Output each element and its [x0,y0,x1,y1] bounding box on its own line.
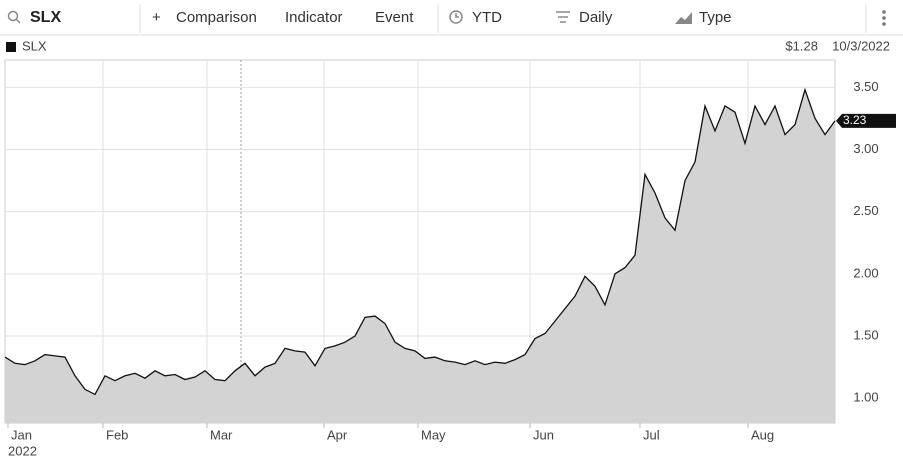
y-tick-label: 3.00 [853,141,878,156]
toolbar-button[interactable]: YTD [472,9,502,26]
toolbar-button[interactable]: Comparison [176,9,257,26]
last-price-label: 3.23 [843,113,867,127]
search-icon [7,10,19,22]
y-tick-label: 1.50 [853,327,878,342]
y-tick-label: 3.50 [853,79,878,94]
clock-icon [455,13,459,18]
x-tick-label: Mar [210,427,233,442]
x-axis-year: 2022 [8,443,37,458]
legend-swatch [6,42,16,52]
x-tick-label: Apr [327,427,348,442]
x-tick-label: Aug [751,427,774,442]
price-line [4,87,836,396]
toolbar [0,0,903,35]
x-tick-label: Feb [106,427,128,442]
date: 10/3/2022 [832,38,890,53]
toolbar-button[interactable]: Type [699,9,732,26]
price-change: $1.28 [785,38,818,53]
interval-icon [556,11,570,23]
y-tick-label: 1.00 [853,390,878,405]
menu-icon [882,16,886,20]
last-price-tag [836,113,896,128]
toolbar-button[interactable]: Indicator [285,9,343,26]
legend-label: SLX [22,38,47,53]
plot: 1.00 1.50 2.00 2.50 3.00 3.50 Jan Feb Mar Apr May J… [4,60,896,442]
search-symbol[interactable]: SLX [30,9,61,26]
search-icon [15,18,21,24]
plus-icon: + [152,9,161,26]
y-tick-label: 2.00 [853,265,878,280]
x-tick-label: May [421,427,446,442]
toolbar-button[interactable]: Event [375,9,414,26]
toolbar-button[interactable]: Daily [579,9,613,26]
area-fill [5,89,835,424]
clock-icon [449,10,463,24]
x-tick-label: Jun [533,427,554,442]
menu-icon[interactable] [882,10,886,14]
x-tick-label: Jan [11,427,32,442]
x-tick-label: Jul [643,427,660,442]
menu-icon [882,22,886,26]
y-tick-label: 2.50 [853,203,878,218]
type-icon [675,12,692,24]
series [4,87,836,424]
